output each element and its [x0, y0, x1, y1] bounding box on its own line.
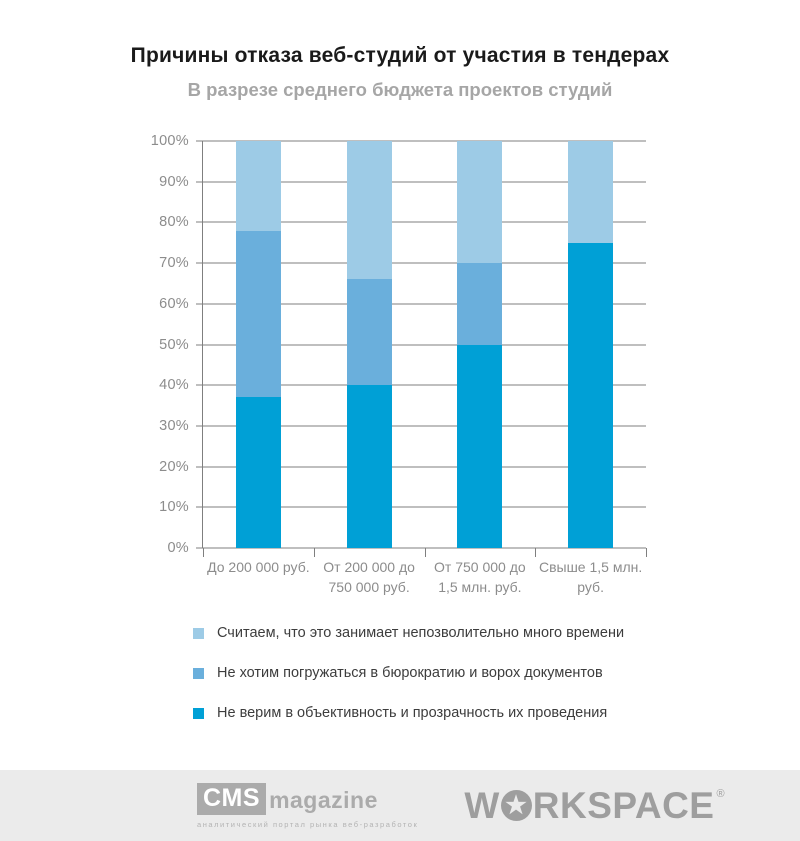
- bar-segment: [346, 385, 392, 548]
- y-tick-label: 40%: [159, 377, 189, 394]
- y-tick-label: 30%: [159, 417, 189, 434]
- legend-label: Не хотим погружаться в бюрократию и воро…: [217, 665, 603, 681]
- y-tick-label: 60%: [159, 295, 189, 312]
- bar-segment: [457, 263, 503, 345]
- workspace-logo-prefix: W: [464, 785, 500, 826]
- bar: [346, 141, 392, 548]
- bar-segment: [457, 141, 503, 264]
- x-axis-tick: [535, 548, 537, 557]
- bar-segment: [346, 279, 392, 386]
- y-tick-label: 0%: [167, 540, 189, 556]
- gridline: [203, 466, 646, 468]
- chart-legend: Считаем, что это занимает непозволительн…: [193, 613, 624, 733]
- page-subtitle: В разрезе среднего бюджета проектов студ…: [187, 79, 613, 100]
- gridline: [203, 221, 646, 223]
- gridline: [203, 425, 646, 427]
- bar: [235, 141, 281, 548]
- workspace-registered-mark: ®: [716, 788, 726, 800]
- bar-segment: [235, 141, 281, 231]
- y-axis-tick: [196, 140, 203, 142]
- bar: [457, 141, 503, 548]
- bar-segment: [346, 141, 392, 280]
- bar-segment: [568, 242, 614, 548]
- x-axis-tick: [646, 548, 647, 557]
- y-tick-label: 100%: [150, 133, 189, 149]
- legend-item: Не хотим погружаться в бюрократию и воро…: [193, 653, 624, 693]
- x-axis-tick: [203, 548, 204, 557]
- x-axis-tick: [313, 548, 315, 557]
- plot-area: 100% 90% 80% 70% 60% 50% 40% 30% 20% 10% 0% До 200 …: [151, 133, 647, 595]
- y-axis-tick: [196, 221, 203, 223]
- y-tick-label: 10%: [159, 499, 189, 516]
- y-tick-label: 70%: [159, 255, 189, 272]
- y-axis-tick: [196, 547, 203, 549]
- gridline: [203, 384, 646, 386]
- legend-swatch: [193, 707, 204, 719]
- bar: [568, 141, 614, 548]
- x-tick-label: Свыше 1,5 млн. руб.: [538, 559, 643, 596]
- legend-swatch: [193, 667, 204, 679]
- bar-segment: [457, 344, 503, 548]
- y-axis-tick: [196, 506, 203, 508]
- y-axis-tick: [196, 303, 203, 305]
- workspace-star-icon: ★: [500, 790, 532, 821]
- legend-item: Считаем, что это занимает непозволительн…: [193, 613, 624, 653]
- y-tick-label: 20%: [159, 458, 189, 475]
- gridline: [203, 303, 646, 305]
- cms-logo-magazine-text: magazine: [269, 786, 378, 813]
- y-tick-label: 80%: [159, 214, 189, 231]
- bar-segment: [235, 230, 281, 398]
- y-axis-tick: [196, 344, 203, 345]
- y-axis-tick: [196, 425, 203, 427]
- page-title: Причины отказа веб-студий от участия в т…: [130, 44, 670, 67]
- legend-label: Считаем, что это занимает непозволительн…: [217, 625, 625, 641]
- gridline: [203, 262, 646, 264]
- cms-logo-box: CMS: [197, 782, 267, 815]
- y-axis-tick: [196, 466, 203, 468]
- x-axis-tick: [424, 548, 426, 557]
- gridline: [203, 181, 646, 183]
- gridline: [203, 344, 646, 345]
- legend-label: Не верим в объективность и прозрачность …: [217, 705, 608, 721]
- legend-swatch: [193, 627, 204, 639]
- bar-segment: [568, 141, 614, 243]
- y-tick-label: 50%: [159, 336, 189, 353]
- cms-logo-tagline: аналитический портал рынка веб-разработо…: [197, 819, 419, 829]
- y-axis-tick: [196, 262, 203, 264]
- x-tick-label: От 750 000 до 1,5 млн. руб.: [434, 559, 526, 596]
- cms-logo-row: CMS magazine: [197, 782, 418, 815]
- cms-magazine-logo: CMS magazine аналитический портал рынка …: [197, 782, 419, 829]
- bar-segment: [235, 397, 281, 548]
- gridline: [203, 140, 646, 142]
- footer: CMS magazine аналитический портал рынка …: [0, 770, 800, 841]
- legend-item: Не верим в объективность и прозрачность …: [193, 693, 624, 733]
- workspace-logo: W ★ RKSPACE ®: [464, 787, 725, 824]
- workspace-logo-suffix: RKSPACE: [532, 785, 715, 826]
- x-tick-label: До 200 000 руб.: [207, 559, 310, 575]
- y-axis-tick: [196, 384, 203, 386]
- gridline: [203, 506, 646, 508]
- y-tick-label: 90%: [159, 173, 189, 190]
- y-axis-tick: [196, 181, 203, 183]
- x-tick-label: От 200 000 до 750 000 руб.: [323, 559, 415, 596]
